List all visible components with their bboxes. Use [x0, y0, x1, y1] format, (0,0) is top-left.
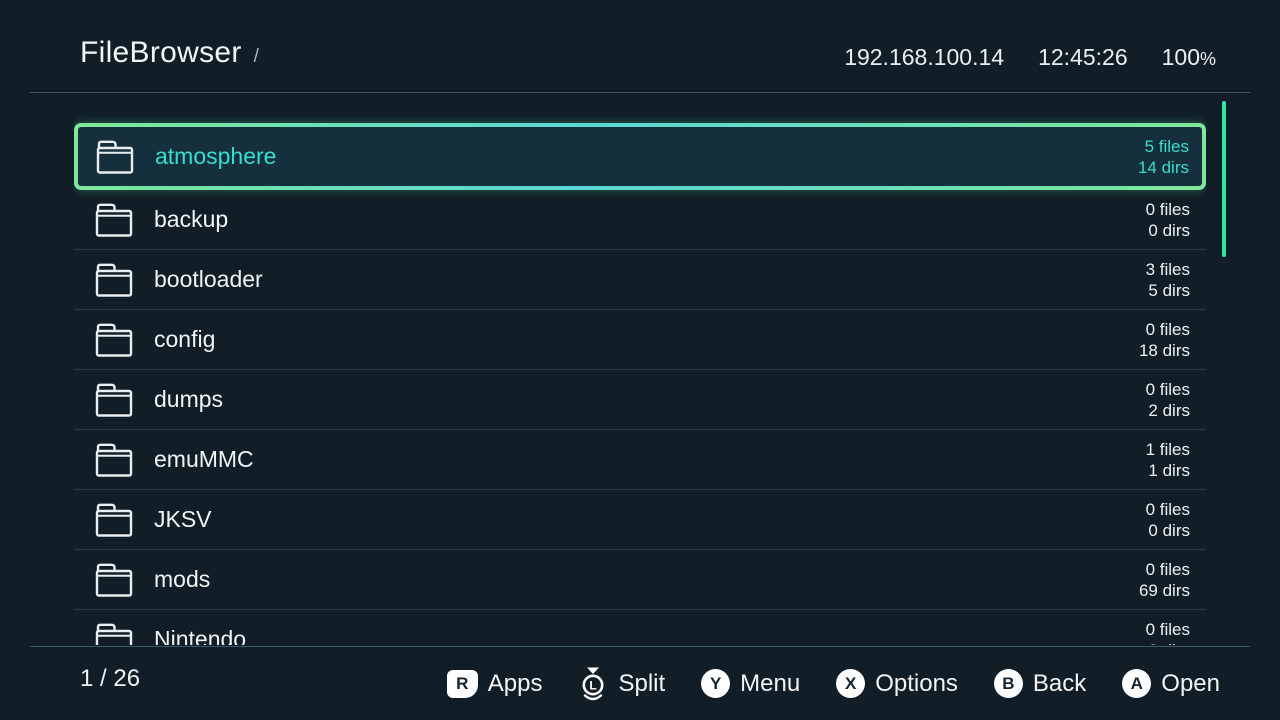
svg-text:L: L: [590, 678, 597, 692]
dirs-count: 14 dirs: [1137, 157, 1189, 177]
files-count: 1 files: [1145, 439, 1190, 459]
dirs-count: 2 dirs: [1148, 400, 1190, 420]
folder-counts: 5 files 14 dirs: [1138, 136, 1189, 178]
footer-divider: [30, 646, 1250, 647]
breadcrumb: FileBrowser /: [80, 36, 259, 70]
current-path: /: [253, 46, 259, 67]
file-list: atmosphere 5 files 14 dirs backup 0 file…: [74, 97, 1206, 645]
list-item[interactable]: mods 0 files 69 dirs: [74, 550, 1206, 610]
status-bar: 192.168.100.14 12:45:26 100%: [844, 44, 1216, 71]
b-button-icon: B: [993, 669, 1023, 698]
ip-address: 192.168.100.14: [844, 44, 1005, 70]
l-stick-icon: L: [582, 667, 604, 700]
app-title: FileBrowser: [80, 36, 242, 69]
folder-name: config: [154, 326, 216, 352]
folder-name: mods: [154, 566, 211, 592]
folder-name: emuMMC: [154, 446, 254, 472]
clock: 12:45:26: [1038, 44, 1128, 70]
battery-indicator: 100%: [1161, 44, 1216, 70]
dirs-count: 0 dirs: [1148, 520, 1190, 540]
hint-r-apps[interactable]: R Apps: [446, 669, 542, 698]
folder-icon: [95, 443, 133, 477]
list-item[interactable]: JKSV 0 files 0 dirs: [74, 490, 1206, 550]
folder-name: backup: [154, 206, 229, 232]
folder-icon: [95, 203, 133, 237]
hint-x-options[interactable]: X Options: [836, 669, 958, 698]
folder-counts: 0 files 0 dirs: [1146, 199, 1190, 241]
folder-name: bootloader: [154, 266, 263, 292]
folder-name: Nintendo: [154, 626, 247, 645]
list-item[interactable]: config 0 files 18 dirs: [74, 310, 1206, 370]
x-button-icon: X: [836, 669, 866, 698]
dirs-count: 18 dirs: [1138, 340, 1190, 360]
hint-y-menu[interactable]: Y Menu: [701, 669, 800, 698]
list-item[interactable]: Nintendo 0 files 0 dirs: [74, 610, 1206, 645]
list-item[interactable]: backup 0 files 0 dirs: [74, 190, 1206, 250]
footer: 1 / 26 R Apps L Split Y Menu X Options B…: [0, 647, 1280, 720]
folder-counts: 0 files 18 dirs: [1139, 319, 1190, 361]
button-hints: R Apps L Split Y Menu X Options B Back A: [446, 647, 1220, 720]
folder-counts: 0 files 0 dirs: [1146, 619, 1190, 646]
a-button-icon: A: [1122, 669, 1152, 698]
folder-icon: [95, 623, 133, 645]
hint-a-open[interactable]: A Open: [1122, 669, 1220, 698]
files-count: 0 files: [1145, 559, 1190, 579]
list-item[interactable]: dumps 0 files 2 dirs: [74, 370, 1206, 430]
files-count: 0 files: [1145, 199, 1190, 219]
dirs-count: 69 dirs: [1138, 580, 1190, 600]
folder-counts: 1 files 1 dirs: [1146, 439, 1190, 481]
dirs-count: 0 dirs: [1148, 220, 1190, 240]
r-button-icon: R: [446, 669, 478, 698]
folder-icon: [96, 140, 134, 174]
folder-icon: [95, 263, 133, 297]
list-item[interactable]: bootloader 3 files 5 dirs: [74, 250, 1206, 310]
hint-lstick-split[interactable]: L Split: [578, 666, 665, 702]
folder-icon: [95, 563, 133, 597]
dirs-count: 5 dirs: [1148, 280, 1190, 300]
files-count: 0 files: [1145, 619, 1190, 639]
folder-name: atmosphere: [155, 143, 277, 169]
list-item[interactable]: emuMMC 1 files 1 dirs: [74, 430, 1206, 490]
folder-icon: [95, 323, 133, 357]
files-count: 0 files: [1145, 319, 1190, 339]
folder-counts: 0 files 69 dirs: [1139, 559, 1190, 601]
folder-icon: [95, 503, 133, 537]
files-count: 0 files: [1145, 379, 1190, 399]
folder-name: JKSV: [154, 506, 212, 532]
hint-b-back[interactable]: B Back: [993, 669, 1086, 698]
scrollbar[interactable]: [1222, 101, 1226, 257]
folder-counts: 0 files 2 dirs: [1146, 379, 1190, 421]
folder-icon: [95, 383, 133, 417]
files-count: 5 files: [1144, 136, 1189, 156]
files-count: 3 files: [1145, 259, 1190, 279]
header-divider: [30, 92, 1250, 93]
y-button-icon: Y: [701, 669, 731, 698]
list-item-selected[interactable]: atmosphere 5 files 14 dirs: [74, 123, 1206, 190]
files-count: 0 files: [1145, 499, 1190, 519]
folder-name: dumps: [154, 386, 224, 412]
percent-sign: %: [1199, 49, 1216, 69]
dirs-count: 0 dirs: [1146, 640, 1190, 646]
header: FileBrowser / 192.168.100.14 12:45:26 10…: [0, 0, 1280, 97]
folder-counts: 3 files 5 dirs: [1146, 259, 1190, 301]
folder-counts: 0 files 0 dirs: [1146, 499, 1190, 541]
list-position-indicator: 1 / 26: [80, 665, 141, 692]
dirs-count: 1 dirs: [1148, 460, 1190, 480]
